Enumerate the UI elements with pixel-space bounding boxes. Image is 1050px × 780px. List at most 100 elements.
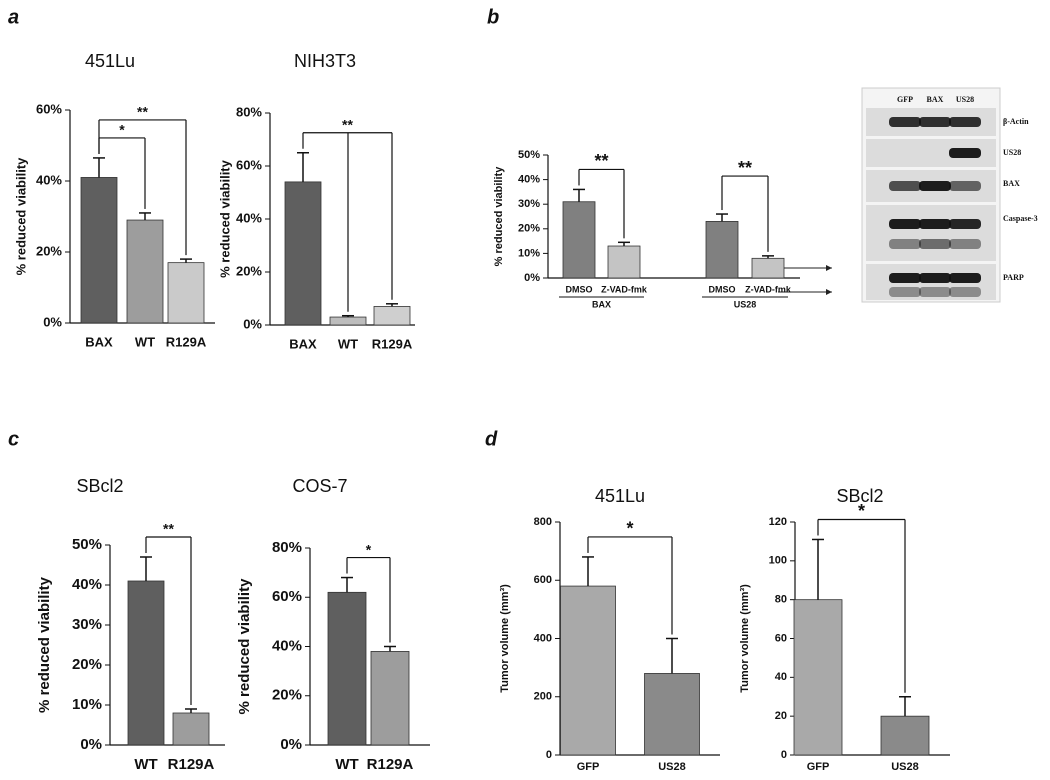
y-tick-label: 40 [775, 671, 787, 683]
blot-band [919, 181, 951, 191]
chart-title: 451Lu [595, 486, 645, 506]
y-tick-label: 20% [72, 656, 102, 673]
y-tick-label: 20 [775, 710, 787, 722]
lane-label: GFP [897, 95, 913, 104]
x-tick-label: US28 [658, 761, 686, 773]
y-tick-label: 0% [524, 272, 540, 284]
y-tick-label: 60 [775, 632, 787, 644]
y-axis-label: % reduced viability [36, 576, 53, 713]
y-axis-label: Tumor volume (mm³) [739, 584, 751, 693]
y-tick-label: 0 [546, 749, 552, 761]
bar [880, 715, 930, 756]
bar [562, 201, 596, 279]
y-tick-label: 50% [518, 149, 540, 161]
band-label: Caspase-3 [1003, 214, 1038, 223]
blot-band [889, 117, 921, 127]
y-tick-label: 30% [518, 198, 540, 210]
x-tick-label: BAX [85, 334, 113, 349]
x-tick-label: WT [135, 334, 155, 349]
panel-label: b [487, 6, 499, 28]
x-tick-label: R129A [367, 756, 414, 773]
y-axis-label: % reduced viability [493, 166, 505, 267]
x-tick-label: WT [338, 336, 358, 351]
y-axis-label: % reduced viability [13, 157, 28, 276]
panel-label: d [485, 428, 498, 450]
significance: ** [163, 521, 174, 537]
y-tick-label: 60% [272, 588, 302, 605]
significance: * [119, 122, 125, 138]
significance: * [366, 541, 372, 557]
chart-title: SBcl2 [836, 486, 883, 506]
bar [126, 219, 164, 324]
blot-band [919, 239, 951, 249]
blot-band [919, 273, 951, 283]
y-tick-label: 20% [518, 223, 540, 235]
blot-band [949, 239, 981, 249]
significance: ** [137, 104, 148, 120]
y-tick-label: 40% [72, 576, 102, 593]
bar [373, 306, 411, 326]
x-tick-label: GFP [577, 761, 600, 773]
y-tick-label: 50% [72, 536, 102, 553]
y-tick-label: 30% [72, 616, 102, 633]
x-tick-label: BAX [289, 336, 317, 351]
y-tick-label: 10% [72, 696, 102, 713]
bar [705, 221, 739, 279]
significance: * [626, 519, 633, 539]
y-tick-label: 40% [36, 172, 62, 187]
blot-band [889, 219, 921, 229]
blot-band [889, 273, 921, 283]
blot-strip [866, 205, 996, 261]
blot-band [919, 117, 951, 127]
y-tick-label: 0 [781, 749, 787, 761]
blot-band [919, 287, 951, 297]
x-tick-label: GFP [807, 761, 830, 773]
bar [329, 316, 367, 326]
bar [793, 599, 843, 756]
y-tick-label: 40% [272, 637, 302, 654]
y-tick-label: 40% [236, 210, 262, 225]
y-tick-label: 800 [534, 516, 552, 528]
y-tick-label: 600 [534, 574, 552, 586]
x-tick-label: DMSO [566, 284, 593, 294]
band-label: BAX [1003, 179, 1020, 188]
y-tick-label: 400 [534, 632, 552, 644]
y-tick-label: 80% [272, 539, 302, 556]
x-tick-label: R129A [372, 336, 413, 351]
blot-band [949, 181, 981, 191]
y-tick-label: 80 [775, 594, 787, 606]
bar [127, 580, 165, 746]
significance: * [858, 501, 865, 521]
y-tick-label: 20% [272, 687, 302, 704]
blot-band [949, 273, 981, 283]
bar [644, 673, 700, 756]
y-tick-label: 40% [518, 174, 540, 186]
group-label: BAX [592, 299, 611, 309]
blot-band [949, 148, 981, 158]
bar [80, 177, 118, 324]
panel-label: c [8, 428, 19, 450]
x-tick-label: R129A [168, 756, 215, 773]
bar [370, 651, 410, 746]
x-tick-label: US28 [891, 761, 919, 773]
bar [327, 591, 367, 746]
significance: ** [594, 151, 608, 171]
blot-band [889, 181, 921, 191]
bar [172, 712, 210, 746]
chart-title: COS-7 [292, 476, 347, 496]
lane-label: US28 [956, 95, 974, 104]
y-tick-label: 80% [236, 104, 262, 119]
arrow-head [826, 289, 832, 295]
blot-band [919, 219, 951, 229]
y-tick-label: 10% [518, 247, 540, 259]
x-tick-label: WT [335, 756, 358, 773]
group-label: US28 [734, 299, 757, 309]
y-tick-label: 20% [36, 243, 62, 258]
bar [607, 245, 641, 279]
y-tick-label: 60% [36, 101, 62, 116]
blot-band [949, 117, 981, 127]
significance: ** [738, 158, 752, 178]
bar [284, 181, 322, 326]
band-label: PARP [1003, 273, 1024, 282]
x-tick-label: Z-VAD-fmk [601, 284, 648, 294]
